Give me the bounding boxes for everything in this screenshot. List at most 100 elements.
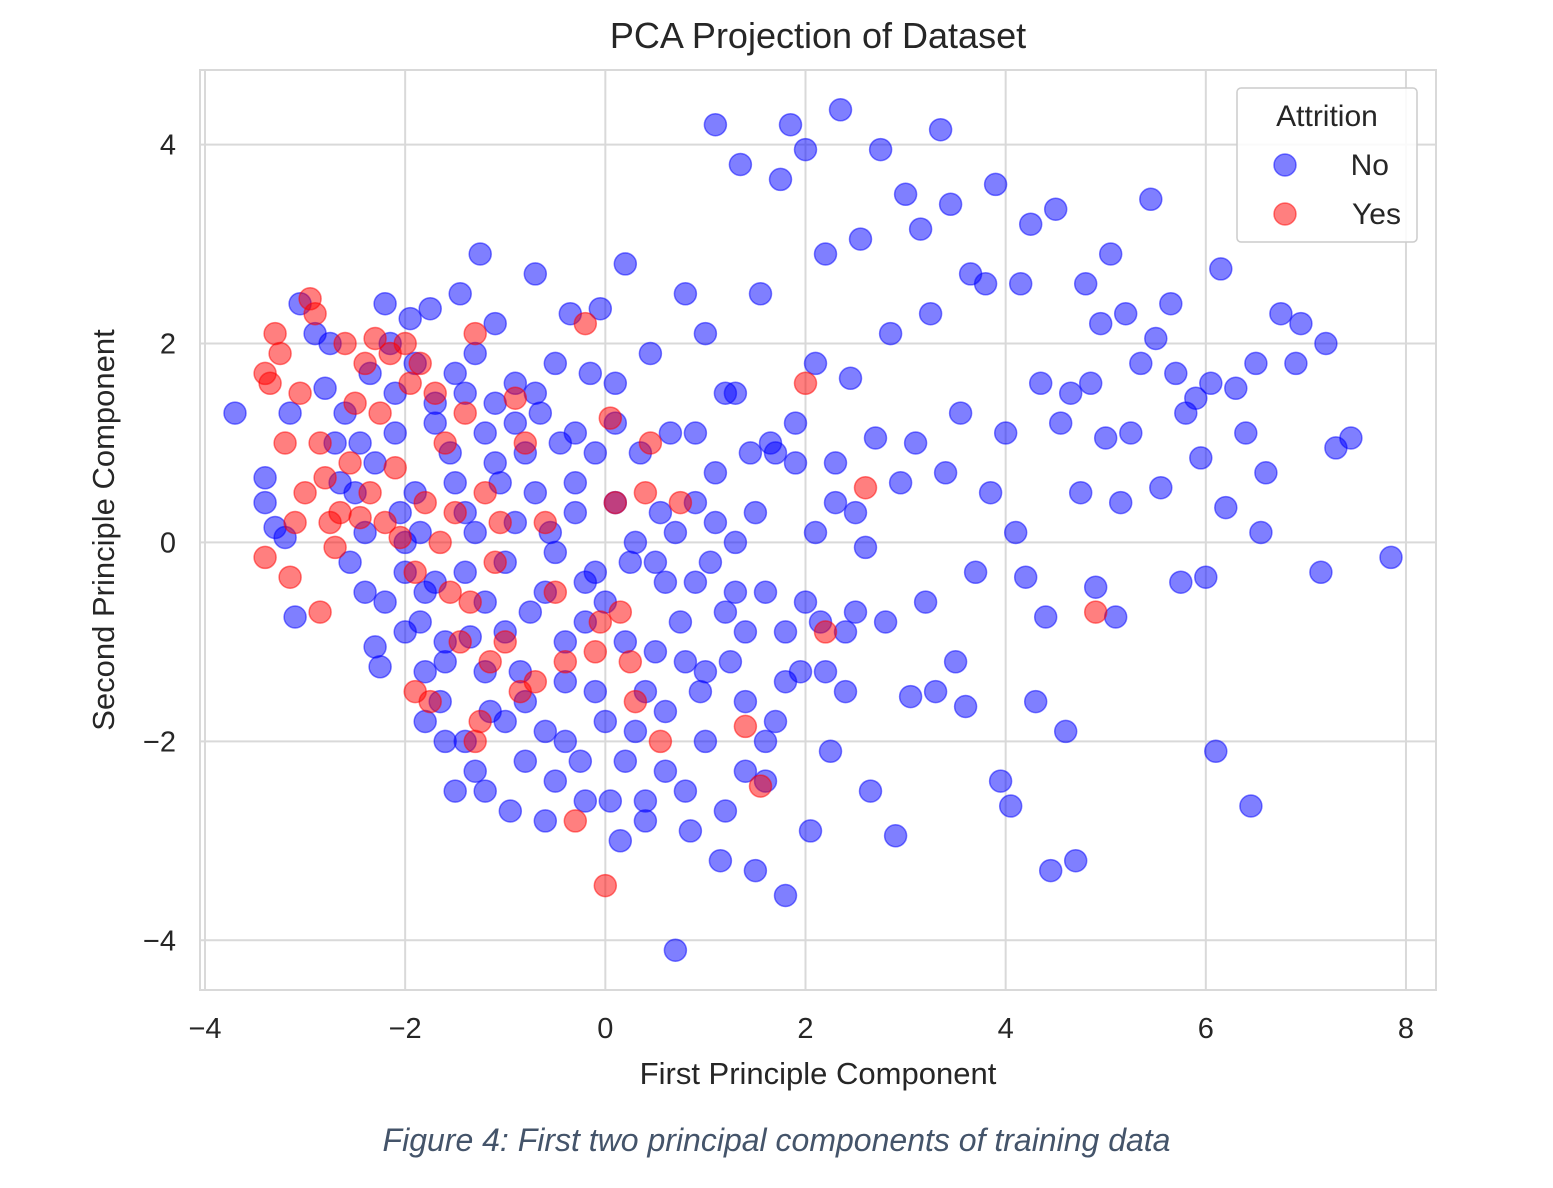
data-point [258,371,282,396]
x-axis-ticks: −4 −2 0 2 4 6 8 [188,1013,1414,1045]
data-point [618,650,643,674]
legend-label-yes: Yes [1352,198,1401,231]
data-point [468,242,492,266]
data-point [578,361,603,386]
data-point [353,351,377,376]
data-point [858,779,883,803]
data-point [393,331,417,356]
data-point [1013,565,1038,589]
data-point [1309,560,1333,585]
data-point [463,729,487,754]
data-point [488,510,512,535]
data-point [593,709,618,734]
data-point [723,381,748,405]
data-point [398,371,422,396]
x-axis-label: First Principle Component [640,1056,997,1091]
legend-title: Attrition [1276,100,1378,133]
data-point [483,391,507,415]
data-point [363,326,387,351]
data-point [608,829,633,853]
data-point [1164,361,1188,386]
data-point [813,659,838,684]
data-point [458,590,482,614]
data-point [523,669,548,694]
data-point [383,456,407,480]
data-point [543,540,568,565]
data-point [513,431,538,455]
data-point [1008,272,1033,296]
data-point [993,421,1018,445]
data-point [313,376,337,401]
data-point [433,431,457,455]
data-point [278,401,302,425]
data-point [653,699,678,724]
data-point [373,590,397,614]
data-point [413,580,437,604]
data-point [1043,197,1068,221]
data-point [413,659,437,684]
data-point [973,272,998,296]
data-point [348,505,372,530]
data-point [888,471,913,495]
data-point [793,137,818,162]
data-point [278,565,302,589]
y-tick-label: −4 [143,925,176,957]
data-point [388,525,412,550]
data-point [443,361,467,386]
data-point [393,620,417,644]
data-point [1269,301,1293,326]
data-point [308,431,332,455]
data-point [953,694,978,719]
data-point [653,759,678,783]
data-point [373,510,397,535]
data-point [563,471,588,495]
data-point [423,381,447,405]
data-point [698,550,723,575]
data-point [773,883,798,908]
data-point [418,296,442,321]
data-point [603,490,628,515]
data-point [363,635,387,659]
data-point [368,655,392,679]
data-point [703,112,728,137]
data-point [443,500,467,525]
data-point [1379,545,1403,570]
data-point [383,421,407,445]
data-point [1093,426,1118,450]
data-point [398,306,422,331]
data-point [1113,301,1138,326]
data-point [633,480,658,505]
data-point [1078,371,1103,396]
data-point [1254,461,1278,485]
y-tick-label: 2 [160,329,176,361]
data-point [413,490,437,515]
data-point [643,640,668,664]
data-point [843,500,868,525]
data-point [1083,575,1108,599]
data-point [633,789,658,813]
data-point [738,441,763,465]
data-point [573,311,598,336]
data-point [363,451,387,475]
data-point [618,550,643,575]
series-yes [253,287,1108,898]
data-point [663,938,688,962]
data-point [1048,411,1073,435]
data-point [863,426,888,450]
legend-marker-yes [1273,202,1297,226]
data-point [563,500,588,525]
data-point [873,610,898,634]
data-point [613,630,638,654]
data-point [453,381,477,405]
data-point [723,530,748,555]
data-point [903,431,928,455]
data-point [733,689,758,714]
data-point [633,809,658,833]
data-point [493,630,517,654]
x-tick-label: 4 [998,1013,1014,1045]
y-tick-label: 0 [160,527,176,559]
data-point [828,98,853,122]
data-point [483,311,507,336]
data-point [308,600,332,624]
data-point [583,560,608,585]
